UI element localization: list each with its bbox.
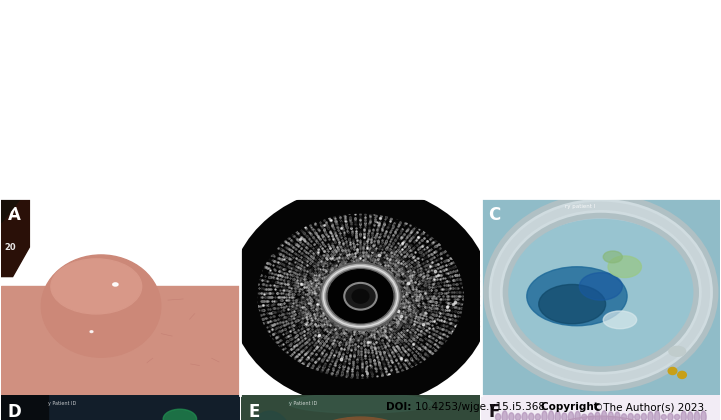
- Ellipse shape: [495, 414, 501, 420]
- Ellipse shape: [641, 413, 647, 420]
- Ellipse shape: [701, 411, 706, 420]
- Ellipse shape: [608, 412, 614, 420]
- Ellipse shape: [661, 415, 666, 420]
- Text: A: A: [8, 206, 21, 224]
- Ellipse shape: [555, 411, 560, 420]
- Polygon shape: [1, 198, 30, 277]
- Circle shape: [678, 371, 686, 378]
- Ellipse shape: [542, 411, 547, 420]
- Ellipse shape: [655, 411, 660, 420]
- Text: E: E: [248, 403, 260, 420]
- Ellipse shape: [674, 415, 680, 420]
- Polygon shape: [1, 395, 239, 420]
- Text: Copyright: Copyright: [541, 402, 602, 412]
- Ellipse shape: [668, 413, 673, 420]
- Polygon shape: [1, 395, 48, 420]
- Polygon shape: [241, 395, 480, 420]
- Text: DOI:: DOI:: [386, 402, 415, 412]
- Ellipse shape: [634, 414, 640, 420]
- Ellipse shape: [601, 411, 607, 420]
- Text: y Patient ID: y Patient ID: [289, 402, 317, 406]
- Ellipse shape: [628, 413, 633, 420]
- Ellipse shape: [90, 331, 93, 333]
- Ellipse shape: [516, 414, 521, 420]
- Ellipse shape: [603, 251, 622, 263]
- Text: F: F: [489, 403, 500, 420]
- Circle shape: [345, 284, 376, 309]
- Ellipse shape: [503, 220, 699, 373]
- Text: 10.4253/wjge.v15.i5.368: 10.4253/wjge.v15.i5.368: [415, 402, 548, 412]
- Polygon shape: [482, 395, 720, 420]
- Ellipse shape: [493, 417, 708, 420]
- Ellipse shape: [562, 413, 567, 420]
- Polygon shape: [1, 286, 239, 394]
- Ellipse shape: [539, 284, 606, 324]
- Ellipse shape: [549, 411, 554, 420]
- Ellipse shape: [112, 283, 118, 286]
- Polygon shape: [482, 198, 720, 394]
- Text: D: D: [8, 403, 22, 420]
- Ellipse shape: [51, 259, 141, 314]
- Circle shape: [668, 368, 677, 375]
- Ellipse shape: [622, 414, 627, 420]
- Ellipse shape: [669, 346, 686, 356]
- Ellipse shape: [681, 411, 686, 420]
- Ellipse shape: [568, 412, 574, 420]
- Ellipse shape: [41, 255, 161, 357]
- Circle shape: [352, 289, 369, 303]
- Ellipse shape: [163, 409, 197, 420]
- Ellipse shape: [535, 414, 541, 420]
- Ellipse shape: [608, 256, 642, 278]
- Ellipse shape: [694, 411, 699, 420]
- Text: ry patient I: ry patient I: [565, 204, 596, 209]
- Ellipse shape: [272, 417, 449, 420]
- Ellipse shape: [580, 273, 622, 300]
- Ellipse shape: [582, 414, 587, 420]
- Ellipse shape: [595, 412, 600, 420]
- Ellipse shape: [509, 413, 514, 420]
- Ellipse shape: [270, 419, 451, 420]
- Ellipse shape: [527, 267, 627, 326]
- Ellipse shape: [588, 413, 593, 420]
- Ellipse shape: [248, 411, 291, 420]
- Polygon shape: [1, 198, 20, 221]
- Circle shape: [498, 208, 704, 377]
- Ellipse shape: [648, 412, 653, 420]
- Ellipse shape: [603, 311, 637, 329]
- Text: 20: 20: [4, 243, 16, 252]
- Ellipse shape: [688, 412, 693, 420]
- Ellipse shape: [522, 412, 527, 420]
- Ellipse shape: [289, 394, 432, 413]
- Text: ©The Author(s) 2023.: ©The Author(s) 2023.: [593, 402, 708, 412]
- Text: B: B: [248, 206, 261, 224]
- Text: C: C: [489, 206, 501, 224]
- Ellipse shape: [528, 413, 534, 420]
- Circle shape: [328, 270, 393, 323]
- Circle shape: [244, 200, 477, 393]
- Ellipse shape: [575, 411, 580, 420]
- Text: y Patient ID: y Patient ID: [48, 402, 76, 406]
- Ellipse shape: [502, 411, 508, 420]
- Ellipse shape: [615, 412, 620, 420]
